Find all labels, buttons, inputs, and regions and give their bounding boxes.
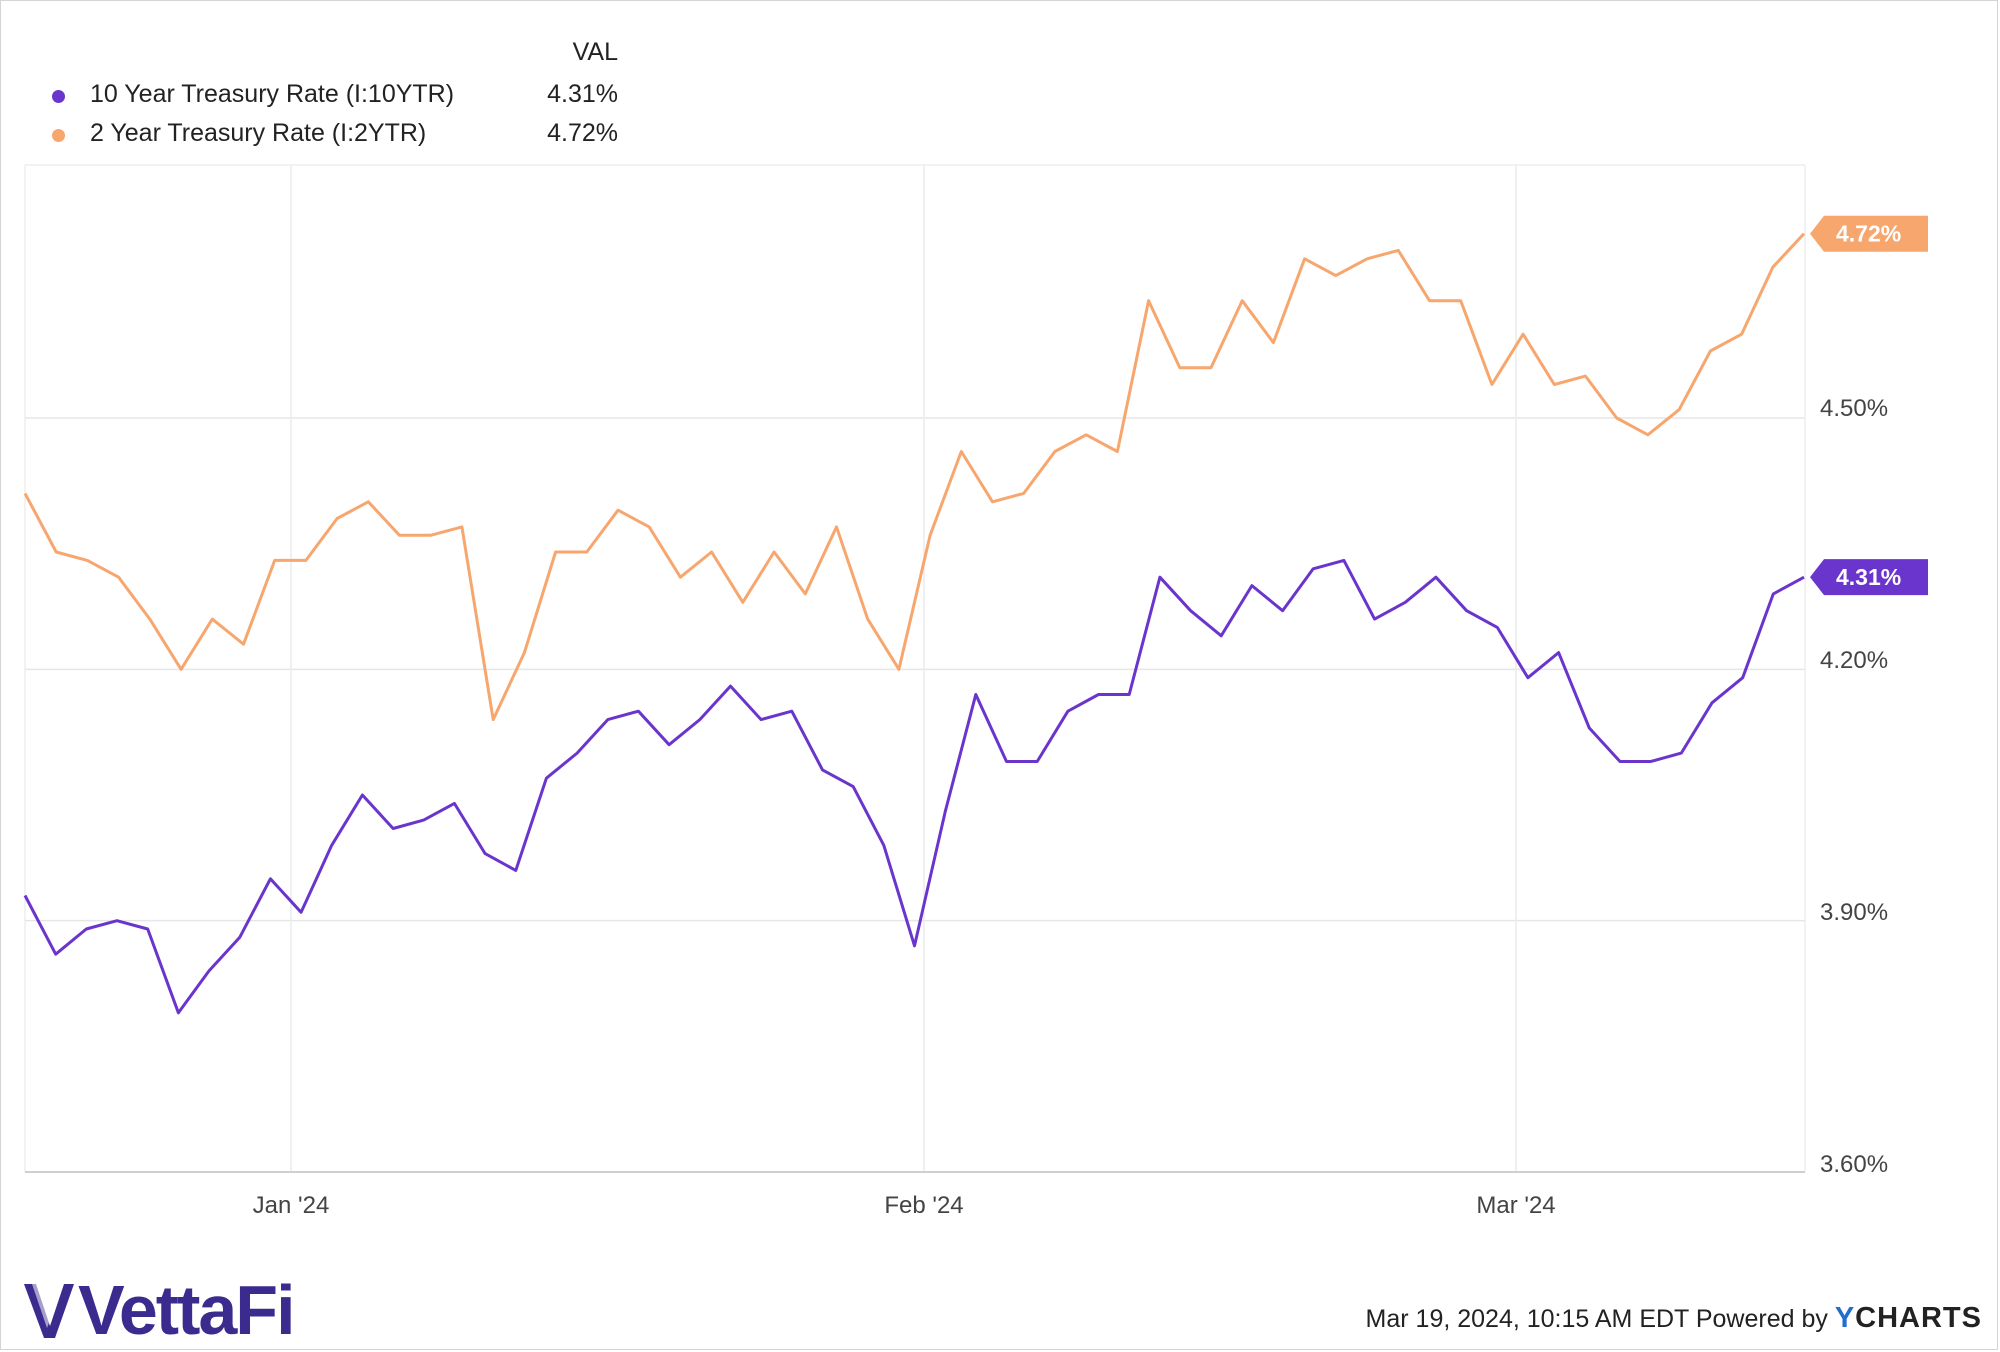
series-dot-icon [52,90,65,103]
legend-item-value: 4.72% [547,119,618,147]
legend-item-label: 2 Year Treasury Rate (I:2YTR) [90,119,427,147]
grid [24,164,1806,1173]
y-axis: 4.50% 4.20% 3.90% 3.60% [1820,395,1888,1178]
legend-item-2y[interactable]: 2 Year Treasury Rate (I:2YTR) 4.72% [48,117,628,153]
ycharts-logo[interactable]: YCHARTS [1834,1302,1982,1334]
x-tick-label: Feb '24 [884,1192,963,1219]
end-tag-2y [1810,215,1928,252]
x-tick-label: Jan '24 [253,1192,330,1219]
x-tick-label: Mar '24 [1476,1192,1555,1219]
end-tag-10y [1810,559,1928,596]
series-dot-icon [52,129,65,142]
vettafi-mark-icon [24,1284,74,1338]
end-value-tags: 4.72% 4.31% [1810,215,1928,596]
series-lines [23,232,1806,1015]
end-tag-2y-label: 4.72% [1836,221,1901,247]
y-tick-label: 3.60% [1820,1151,1888,1178]
series-line-2y [23,232,1806,722]
end-tag-10y-label: 4.31% [1836,564,1901,590]
vettafi-logo: VettaFi [22,1270,296,1350]
legend-item-value: 4.31% [547,80,618,108]
y-tick-label: 3.90% [1820,899,1888,926]
y-tick-label: 4.50% [1820,395,1888,422]
logo-text: VettaFi [78,1271,296,1349]
legend-header: VAL [572,38,618,66]
legend-item-10y[interactable]: 10 Year Treasury Rate (I:10YTR) 4.31% [48,78,628,114]
y-tick-label: 4.20% [1820,647,1888,674]
footer-attribution: Mar 19, 2024, 10:15 AM EDT Powered by YC… [1366,1302,1982,1335]
powered-by: Powered by [1695,1305,1828,1333]
timestamp: Mar 19, 2024, 10:15 AM EDT [1365,1305,1689,1333]
x-axis: Jan '24 Feb '24 Mar '24 [253,1192,1556,1219]
series-line-10y [23,558,1805,1015]
legend-item-label: 10 Year Treasury Rate (I:10YTR) [90,80,455,108]
